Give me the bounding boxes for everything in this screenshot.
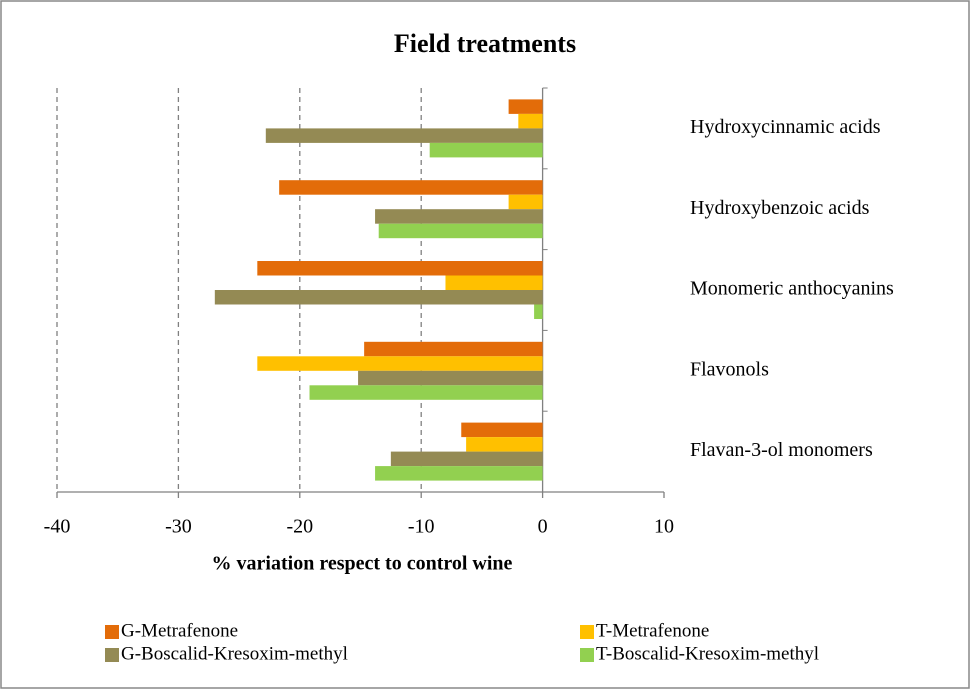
bar: [214, 290, 543, 305]
bar: [378, 223, 543, 239]
bar: [534, 304, 543, 319]
bar: [390, 451, 543, 467]
chart-title: Field treatments: [394, 29, 576, 58]
bar: [466, 437, 543, 452]
x-tick-label: -40: [44, 516, 71, 538]
bar: [461, 422, 543, 438]
legend-swatch: [105, 648, 119, 662]
y-tick-label: Hydroxycinnamic acids: [690, 116, 881, 138]
bar: [508, 194, 543, 210]
y-tick-label: Flavonols: [690, 358, 769, 380]
x-tick-label: -10: [408, 516, 435, 538]
x-tick-label: 0: [538, 516, 548, 538]
legend-swatch: [580, 648, 594, 662]
bar: [309, 385, 543, 400]
x-axis-label: % variation respect to control wine: [212, 553, 513, 575]
x-tick-label: -20: [286, 516, 313, 538]
bar: [265, 128, 543, 143]
bar: [375, 466, 543, 481]
legend-label: T-Boscalid-Kresoxim-methyl: [596, 643, 819, 664]
legend-swatch: [580, 625, 594, 639]
bar: [257, 261, 543, 276]
bar: [518, 113, 543, 129]
x-tick-label: -30: [165, 516, 192, 538]
bar: [257, 356, 543, 371]
y-tick-label: Flavan-3-ol monomers: [690, 439, 873, 461]
legend-label: G-Metrafenone: [121, 620, 238, 641]
bar: [445, 275, 543, 290]
bar: [358, 370, 543, 386]
y-tick-label: Monomeric anthocyanins: [690, 278, 894, 300]
legend-swatch: [105, 625, 119, 639]
x-tick-label: 10: [654, 516, 674, 538]
bar: [429, 142, 543, 158]
legend-label: T-Metrafenone: [596, 620, 709, 641]
legend-label: G-Boscalid-Kresoxim-methyl: [121, 643, 348, 664]
bar: [375, 209, 543, 224]
y-tick-label: Hydroxybenzoic acids: [690, 197, 870, 219]
bar: [364, 341, 543, 357]
bar: [508, 99, 543, 114]
bar: [279, 180, 543, 195]
